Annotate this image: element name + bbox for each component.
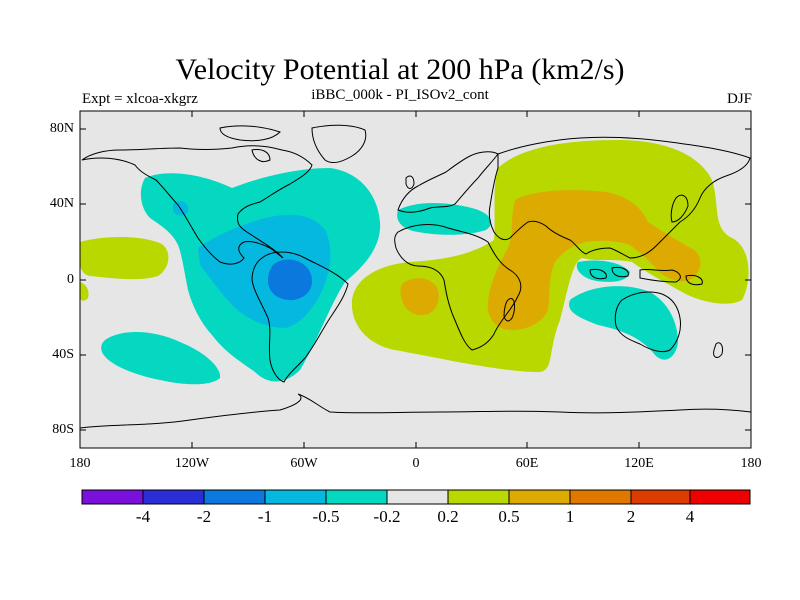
colorbar-label: 0.2 <box>437 507 459 526</box>
lat-tick-0: 0 <box>67 272 74 287</box>
lon-tick-180w: 180 <box>69 456 91 471</box>
season-label: DJF <box>726 91 752 107</box>
experiment-label: Expt = xlcoa-xkgrz <box>82 91 198 107</box>
lon-tick-180e: 180 <box>740 456 762 471</box>
lon-tick-60w: 60W <box>290 456 318 471</box>
coast-asia <box>488 136 751 259</box>
colorbar-box-4 <box>264 489 327 505</box>
colorbar-box-5 <box>325 489 388 505</box>
coast-indonesia <box>589 267 703 286</box>
colorbar-box-6 <box>386 489 449 505</box>
colorbar-box-10 <box>630 489 691 505</box>
contour-pos-mid-asia <box>487 190 701 330</box>
axis-ticks <box>80 111 751 448</box>
lon-tick-120e: 120E <box>624 456 654 471</box>
coast-uk <box>405 175 415 189</box>
lat-tick-40s: 40S <box>52 347 74 362</box>
contour-neg-weak-pacific-south <box>101 331 221 385</box>
colorbar-label: -1 <box>257 507 273 526</box>
contour-pos-mid-southwest-africa <box>400 278 439 316</box>
colorbar-label: -2 <box>196 507 212 526</box>
chart-title: Velocity Potential at 200 hPa (km2/s) <box>175 53 625 86</box>
coast-greenland <box>311 124 367 164</box>
lat-tick-40n: 40N <box>49 196 74 211</box>
coast-australia <box>614 291 681 353</box>
colorbar-box-11 <box>689 489 751 505</box>
colorbar-box-8 <box>508 489 571 505</box>
coast-madagascar <box>503 298 515 322</box>
colorbar-label: 1 <box>565 507 575 526</box>
coast-africa <box>394 224 522 351</box>
colorbar-label: -0.2 <box>373 507 401 526</box>
coast-japan <box>670 194 689 223</box>
colorbar-box-3 <box>203 489 266 505</box>
coast-south-america <box>251 251 349 383</box>
colorbar-box-9 <box>569 489 632 505</box>
lon-tick-0: 0 <box>412 456 420 471</box>
coast-arctic-islands <box>219 125 281 163</box>
coast-antarctica <box>80 393 751 429</box>
colorbar-label: -4 <box>135 507 151 526</box>
colorbar-box-2 <box>142 489 205 505</box>
contour-neg-weak-australia <box>569 286 678 360</box>
lon-tick-60e: 60E <box>515 456 539 471</box>
lat-tick-80n: 80N <box>49 121 74 136</box>
coast-north-america <box>81 145 313 265</box>
contour-pos-weak-eastern-pacific <box>80 237 169 280</box>
experiment-name: iBBC_000k - PI_ISOv2_cont <box>311 87 489 103</box>
lat-tick-80s: 80S <box>52 422 74 437</box>
coast-new-zealand <box>713 342 723 358</box>
contour-neg-mid-americas <box>198 214 331 328</box>
colorbar-label: 2 <box>626 507 636 526</box>
colorbar-label: 4 <box>685 507 695 526</box>
colorbar-box-7 <box>447 489 510 505</box>
colorbar <box>81 489 751 505</box>
colorbar-box-1 <box>81 489 144 505</box>
lon-tick-120w: 120W <box>174 456 210 471</box>
contour-neg-strong-amazon <box>268 259 313 301</box>
coastlines <box>80 124 751 429</box>
colorbar-label: -0.5 <box>312 507 340 526</box>
contour-pos-weak-dateline-edge <box>80 282 89 301</box>
colorbar-label: 0.5 <box>498 507 520 526</box>
